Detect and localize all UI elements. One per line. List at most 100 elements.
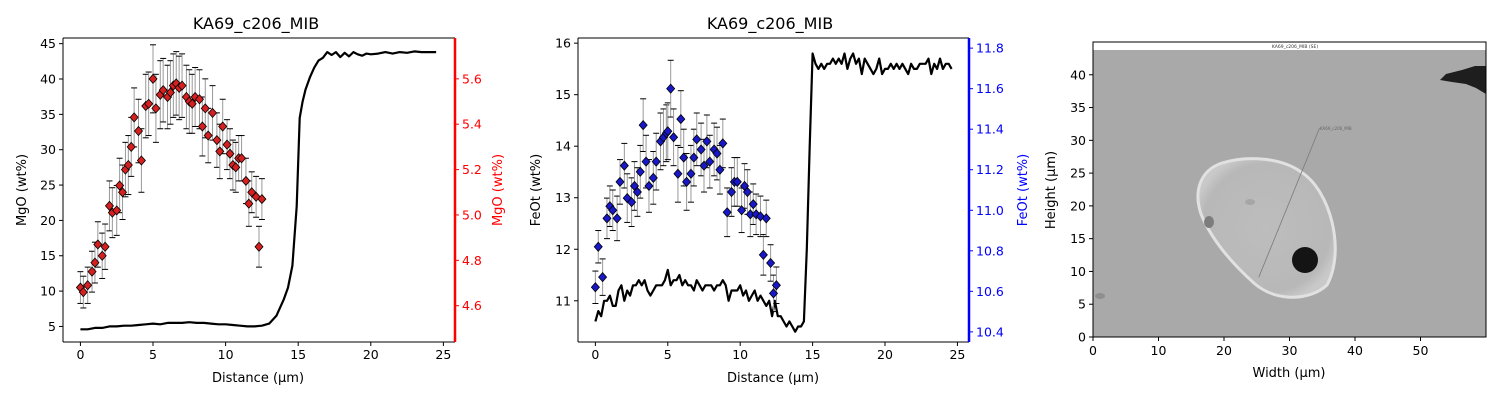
panel3-ylabel: Height (µm) — [1044, 151, 1059, 229]
y-tick-label: 14 — [555, 139, 571, 154]
data-point — [123, 159, 133, 171]
data-point — [651, 156, 661, 167]
x-tick-label: 5 — [664, 347, 672, 362]
data-point — [692, 134, 702, 145]
data-point — [641, 156, 651, 167]
panel1-title: KA69_c206_MIB — [193, 14, 319, 34]
y-tick-label: 20 — [40, 213, 56, 228]
data-point — [598, 272, 608, 283]
y-tick-label: 0 — [1078, 330, 1086, 345]
y-tick-label: 35 — [40, 107, 56, 122]
data-point — [755, 211, 766, 222]
sem-profile-line — [1258, 127, 1321, 278]
data-point — [673, 168, 683, 179]
sem-dark-spot — [1292, 247, 1318, 273]
y-tick-label: 25 — [1070, 166, 1086, 181]
data-point — [83, 280, 93, 291]
data-point — [602, 213, 612, 224]
sem-banner-text: KA69_c206_MIB (SE) — [1272, 44, 1318, 50]
data-point — [104, 200, 114, 211]
x-tick-label: 20 — [877, 347, 893, 362]
y-tick-label: 30 — [1070, 133, 1086, 148]
y-tick-label: 5 — [1078, 297, 1086, 312]
profile-line-series — [80, 50, 437, 331]
y2-tick-label: 11.6 — [976, 81, 1004, 96]
y2-tick-label: 11.0 — [976, 203, 1004, 218]
x-tick-label: 10 — [1151, 343, 1167, 358]
x-tick-label: 30 — [1282, 343, 1298, 358]
y-tick-label: 11 — [555, 293, 571, 308]
sem-profile-label: KA69_c206_MIB — [1320, 126, 1352, 131]
data-point — [133, 125, 144, 137]
panel2-ylabel: FeOt (wt%) — [529, 154, 544, 226]
y2-tick-label: 5.6 — [462, 71, 482, 86]
data-point — [622, 193, 632, 204]
x-tick-label: 25 — [949, 347, 965, 362]
data-point — [187, 98, 197, 109]
data-point — [699, 160, 709, 171]
data-point — [615, 176, 625, 187]
data-point — [705, 156, 715, 167]
data-point — [638, 120, 648, 131]
x-tick-label: 20 — [1216, 343, 1232, 358]
data-point — [194, 94, 205, 105]
y-tick-label: 15 — [555, 87, 571, 102]
data-point — [635, 166, 645, 177]
x-tick-label: 15 — [805, 347, 821, 362]
data-point — [627, 197, 637, 208]
data-point — [737, 205, 747, 216]
data-point — [666, 83, 676, 94]
data-point — [200, 103, 210, 114]
data-point — [215, 146, 225, 157]
y-tick-label: 40 — [1070, 67, 1086, 82]
data-point — [644, 180, 654, 192]
data-point — [676, 113, 686, 125]
panel3-xlabel: Width (µm) — [1253, 366, 1326, 381]
data-point — [771, 280, 781, 291]
data-point — [593, 241, 603, 252]
x-tick-label: 10 — [218, 347, 234, 362]
data-point — [663, 126, 673, 137]
data-point — [712, 148, 722, 159]
data-point — [126, 141, 136, 152]
data-point — [748, 199, 758, 210]
data-point — [165, 87, 175, 98]
data-point — [718, 138, 728, 149]
data-point — [696, 144, 706, 155]
data-point — [726, 186, 737, 198]
sem-small-spot — [1095, 293, 1105, 299]
x-tick-label: 40 — [1347, 343, 1363, 358]
data-point — [115, 180, 125, 191]
y-tick-label: 30 — [40, 142, 56, 157]
data-point — [197, 121, 207, 132]
data-point — [619, 160, 629, 171]
sem-grain-inclusion — [1204, 216, 1214, 228]
y-tick-label: 35 — [1070, 100, 1086, 115]
data-point — [244, 198, 254, 209]
y2-tick-label: 4.6 — [462, 298, 482, 313]
y-tick-label: 25 — [40, 178, 56, 193]
y-tick-label: 5 — [48, 319, 56, 334]
data-point — [212, 134, 222, 146]
data-point — [208, 107, 218, 118]
x-tick-label: 5 — [149, 347, 157, 362]
plot-3: 0 10 20 30 40 50 0 5 10 15 20 25 30 35 40 — [1070, 41, 1487, 358]
y2-tick-label: 5.0 — [462, 207, 482, 222]
y2-tick-label: 4.8 — [462, 253, 482, 268]
y2-tick-label: 10.4 — [976, 324, 1004, 339]
data-point — [78, 286, 88, 298]
data-point — [590, 282, 600, 293]
data-point — [669, 132, 679, 143]
sem-banner — [1093, 42, 1486, 50]
y2-tick-label: 5.4 — [462, 117, 482, 132]
y-tick-label: 12 — [555, 242, 571, 257]
x-tick-label: 0 — [76, 347, 84, 362]
data-point — [768, 288, 779, 299]
plot-layer: 0 5 10 15 20 25 5 10 15 20 25 30 35 40 45 4.6 4.8 5.0 5.2 5… — [40, 36, 1487, 362]
data-point — [100, 241, 110, 252]
data-point — [682, 176, 692, 187]
data-point — [97, 250, 107, 261]
sem-dark-corner — [1440, 66, 1486, 94]
